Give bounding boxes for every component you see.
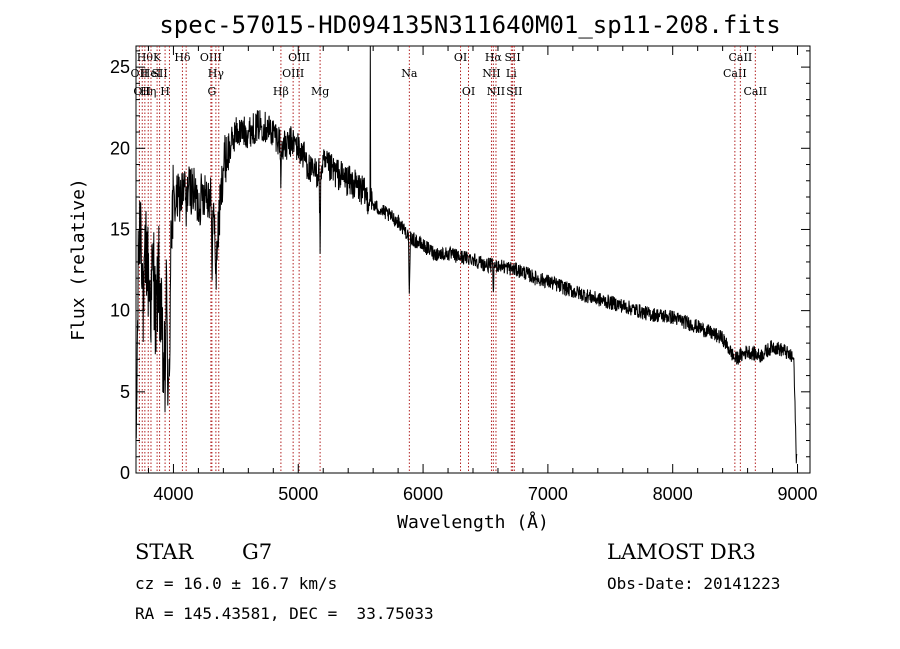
y-tick-label: 0 [120, 463, 130, 483]
spectral-line-label: NII [482, 67, 500, 80]
y-axis-label: Flux (relative) [68, 178, 89, 341]
spectral-line-label: OII [131, 67, 149, 80]
x-tick-label: 8000 [653, 484, 693, 504]
spectral-line-label: OI [454, 51, 467, 64]
y-tick-label: 20 [110, 138, 130, 158]
spectral-line-label: Hδ [174, 51, 191, 64]
subclass: G7 [242, 540, 273, 564]
y-tick-label: 25 [110, 57, 130, 77]
spectral-line-label: Hθ [137, 51, 154, 64]
spectral-line-label: CaII [743, 85, 767, 98]
y-tick-label: 5 [120, 382, 130, 402]
spectral-line-label: HeI [141, 67, 161, 80]
spectral-line-label: Hη [140, 85, 156, 98]
spectral-line-label: OIII [282, 67, 304, 80]
spectral-line-label: OI [462, 85, 475, 98]
spectral-line-label: SII [506, 85, 522, 98]
y-tick-label: 15 [110, 219, 130, 239]
redshift-readout: cz = 16.0 ± 16.7 km/s [135, 574, 338, 593]
spectral-line-label: OIII [288, 51, 310, 64]
spectral-line-label: Hβ [273, 85, 289, 98]
spectral-line-label: CaII [723, 67, 747, 80]
x-tick-label: 5000 [278, 484, 318, 504]
spectral-line-label: OII [133, 85, 151, 98]
spectral-line-label: Hα [485, 51, 503, 64]
spectrum-trace [135, 45, 798, 464]
x-tick-label: 4000 [153, 484, 193, 504]
spectral-line-label: SII [151, 67, 167, 80]
x-tick-label: 7000 [528, 484, 568, 504]
x-tick-label: 9000 [777, 484, 817, 504]
object-class: STAR [135, 540, 194, 564]
spectral-line-label: Mg [311, 85, 329, 98]
spectral-line-label: K [153, 51, 162, 64]
survey-name: LAMOST DR3 [607, 540, 756, 564]
x-tick-label: 6000 [403, 484, 443, 504]
y-tick-label: 10 [110, 301, 130, 321]
spectral-line-label: Na [401, 67, 418, 80]
spectral-line-label: OIII [200, 51, 222, 64]
spectral-line-label: Hγ [208, 67, 225, 80]
spectral-line-label: SII [504, 51, 520, 64]
coordinates: RA = 145.43581, DEC = 33.75033 [135, 604, 434, 623]
spectral-line-label: Li [506, 67, 517, 80]
obs-date: Obs-Date: 20141223 [607, 574, 781, 593]
chart-title: spec-57015-HD094135N311640M01_sp11-208.f… [159, 11, 780, 39]
spectral-line-label: CaII [729, 51, 753, 64]
spectral-line-label: NII [487, 85, 505, 98]
spectral-line-label: H [160, 85, 170, 98]
x-axis-label: Wavelength (Å) [397, 511, 549, 533]
spectral-line-label: G [207, 85, 216, 98]
